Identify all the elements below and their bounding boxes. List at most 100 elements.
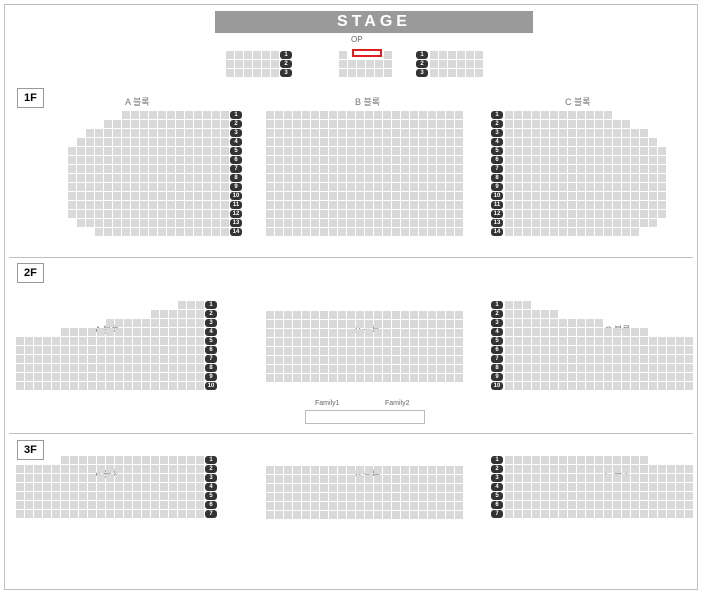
seat[interactable] xyxy=(86,129,94,137)
seat[interactable] xyxy=(86,138,94,146)
seat[interactable] xyxy=(374,228,382,236)
seat[interactable] xyxy=(505,228,513,236)
seat[interactable] xyxy=(523,501,531,509)
seat[interactable] xyxy=(541,120,549,128)
seat[interactable] xyxy=(604,483,612,491)
seat[interactable] xyxy=(203,147,211,155)
seat[interactable] xyxy=(158,210,166,218)
seat[interactable] xyxy=(532,219,540,227)
seat[interactable] xyxy=(302,475,310,483)
seat[interactable] xyxy=(577,355,585,363)
seat[interactable] xyxy=(622,355,630,363)
seat[interactable] xyxy=(124,382,132,390)
seat[interactable] xyxy=(455,129,463,137)
seat[interactable] xyxy=(194,174,202,182)
seat[interactable] xyxy=(104,219,112,227)
seat[interactable] xyxy=(34,510,42,518)
seat[interactable] xyxy=(212,174,220,182)
seat[interactable] xyxy=(383,511,391,519)
seat[interactable] xyxy=(658,337,666,345)
seat[interactable] xyxy=(338,120,346,128)
seat[interactable] xyxy=(151,501,159,509)
seat[interactable] xyxy=(428,183,436,191)
seat[interactable] xyxy=(586,165,594,173)
seat[interactable] xyxy=(275,466,283,474)
seat[interactable] xyxy=(568,219,576,227)
seat[interactable] xyxy=(410,192,418,200)
seat[interactable] xyxy=(347,174,355,182)
seat[interactable] xyxy=(365,311,373,319)
seat[interactable] xyxy=(550,183,558,191)
seat[interactable] xyxy=(419,320,427,328)
seat[interactable] xyxy=(106,364,114,372)
seat[interactable] xyxy=(266,138,274,146)
seat[interactable] xyxy=(95,228,103,236)
seat[interactable] xyxy=(374,347,382,355)
seat[interactable] xyxy=(613,192,621,200)
seat[interactable] xyxy=(16,346,24,354)
seat[interactable] xyxy=(514,310,522,318)
seat[interactable] xyxy=(613,346,621,354)
seat[interactable] xyxy=(392,365,400,373)
seat[interactable] xyxy=(151,337,159,345)
seat[interactable] xyxy=(77,219,85,227)
seat[interactable] xyxy=(446,147,454,155)
seat[interactable] xyxy=(266,219,274,227)
seat[interactable] xyxy=(79,337,87,345)
seat[interactable] xyxy=(70,382,78,390)
seat[interactable] xyxy=(122,156,130,164)
seat[interactable] xyxy=(61,492,69,500)
seat[interactable] xyxy=(428,165,436,173)
seat[interactable] xyxy=(122,129,130,137)
seat[interactable] xyxy=(514,228,522,236)
seat[interactable] xyxy=(187,319,195,327)
seat[interactable] xyxy=(203,138,211,146)
seat[interactable] xyxy=(311,120,319,128)
seat[interactable] xyxy=(104,120,112,128)
seat[interactable] xyxy=(357,69,365,77)
seat[interactable] xyxy=(541,228,549,236)
seat[interactable] xyxy=(466,60,474,68)
seat[interactable] xyxy=(532,510,540,518)
seat[interactable] xyxy=(347,165,355,173)
seat[interactable] xyxy=(374,156,382,164)
seat[interactable] xyxy=(455,311,463,319)
seat[interactable] xyxy=(392,466,400,474)
seat[interactable] xyxy=(176,129,184,137)
seat[interactable] xyxy=(194,228,202,236)
seat[interactable] xyxy=(667,483,675,491)
seat[interactable] xyxy=(595,355,603,363)
seat[interactable] xyxy=(365,466,373,474)
seat[interactable] xyxy=(419,365,427,373)
seat[interactable] xyxy=(235,69,243,77)
seat[interactable] xyxy=(622,120,630,128)
seat[interactable] xyxy=(187,328,195,336)
seat[interactable] xyxy=(43,501,51,509)
seat[interactable] xyxy=(392,165,400,173)
seat[interactable] xyxy=(448,51,456,59)
seat[interactable] xyxy=(131,201,139,209)
seat[interactable] xyxy=(25,337,33,345)
seat[interactable] xyxy=(97,373,105,381)
seat[interactable] xyxy=(133,319,141,327)
seat[interactable] xyxy=(649,465,657,473)
seat[interactable] xyxy=(356,147,364,155)
seat[interactable] xyxy=(244,60,252,68)
seat[interactable] xyxy=(401,502,409,510)
seat[interactable] xyxy=(151,355,159,363)
seat[interactable] xyxy=(320,356,328,364)
seat[interactable] xyxy=(523,373,531,381)
seat[interactable] xyxy=(622,129,630,137)
seat[interactable] xyxy=(383,493,391,501)
seat[interactable] xyxy=(568,474,576,482)
seat[interactable] xyxy=(122,174,130,182)
seat[interactable] xyxy=(392,129,400,137)
seat[interactable] xyxy=(392,228,400,236)
seat[interactable] xyxy=(115,346,123,354)
seat[interactable] xyxy=(347,484,355,492)
seat[interactable] xyxy=(196,310,204,318)
seat[interactable] xyxy=(70,456,78,464)
seat[interactable] xyxy=(541,147,549,155)
seat[interactable] xyxy=(550,355,558,363)
seat[interactable] xyxy=(631,474,639,482)
